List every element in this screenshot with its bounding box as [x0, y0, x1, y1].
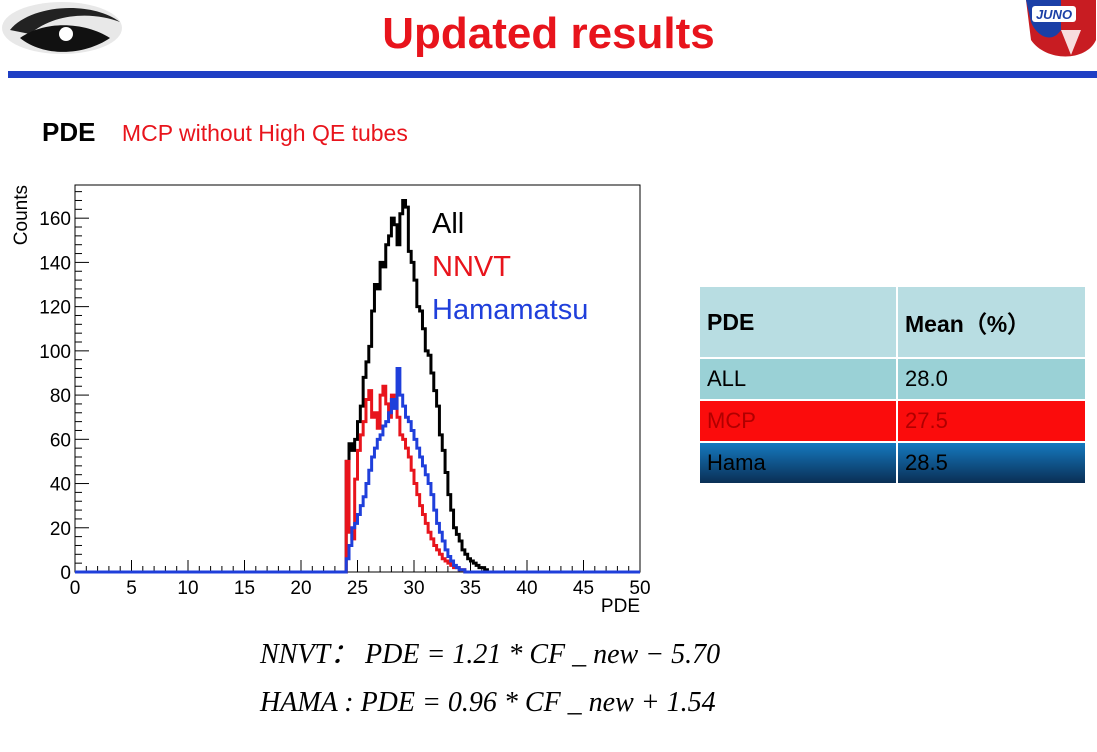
- x-tick-label: 50: [629, 578, 650, 599]
- x-tick-label: 30: [403, 578, 424, 599]
- y-tick-label: 100: [39, 342, 71, 363]
- table-cell-value: 28.5: [897, 441, 1085, 483]
- svg-text:JUNO: JUNO: [1036, 7, 1072, 22]
- legend-entry: All: [432, 208, 464, 240]
- table-header-cell: PDE: [700, 287, 898, 358]
- formula-hama: HAMA : PDE = 0.96 * CF _ new + 1.54: [260, 687, 716, 718]
- table-header-cell: Mean（%）: [897, 287, 1085, 358]
- x-tick-label: 20: [290, 578, 311, 599]
- juno-logo: JUNO: [1026, 0, 1096, 57]
- legend-entry: NNVT: [432, 251, 511, 283]
- pde-histogram: 0 5 10 15 20 25 30 35 40 45 50 0 20 40 60 80 100 120 140 16…: [11, 184, 651, 617]
- series-line-nnvt: [75, 384, 640, 574]
- y-tick-label: 80: [50, 386, 71, 407]
- y-tick-label: 60: [50, 430, 71, 451]
- x-tick-label: 40: [516, 578, 537, 599]
- series-line-hamamatsu: [75, 367, 640, 574]
- x-tick-label: 5: [126, 578, 137, 599]
- table-cell-value: 27.5: [897, 399, 1085, 442]
- table-cell-value: 28.0: [897, 357, 1085, 400]
- section-subtitle: MCP without High QE tubes: [121, 120, 408, 146]
- table-row: ALL 28.0: [700, 357, 1085, 400]
- x-tick-label: 0: [70, 578, 81, 599]
- formula-nnvt: NNVT： PDE = 1.21 * CF _ new − 5.70: [260, 639, 721, 670]
- table-row: MCP 27.5: [700, 399, 1085, 442]
- slide-title: Updated results: [382, 9, 715, 58]
- y-tick-label: 120: [39, 298, 71, 319]
- title-divider: [8, 71, 1097, 78]
- table-cell-label: MCP: [700, 399, 898, 442]
- y-tick-label: 0: [60, 563, 71, 584]
- series-line-all: [75, 198, 640, 574]
- y-axis-label: Counts: [11, 185, 32, 245]
- section-heading: PDE MCP without High QE tubes: [42, 115, 408, 154]
- table-cell-label: ALL: [700, 357, 898, 400]
- legend-entry: Hamamatsu: [432, 294, 588, 326]
- x-tick-label: 25: [347, 578, 368, 599]
- x-tick-label: 10: [177, 578, 198, 599]
- x-axis-label: PDE: [601, 596, 640, 617]
- y-tick-label: 140: [39, 253, 71, 274]
- y-tick-label: 40: [50, 475, 71, 496]
- institute-logo: [2, 2, 122, 54]
- section-label: PDE: [42, 117, 96, 147]
- table-row: Hama 28.5: [700, 441, 1085, 483]
- table-cell-label: Hama: [700, 441, 898, 483]
- x-tick-label: 35: [460, 578, 481, 599]
- y-tick-label: 160: [39, 209, 71, 230]
- x-tick-label: 45: [573, 578, 594, 599]
- table-header-row: PDE Mean（%）: [700, 287, 1085, 358]
- x-tick-label: 15: [234, 578, 255, 599]
- pde-mean-table: PDE Mean（%） ALL 28.0 MCP 27.5 Hama 28.5: [700, 287, 1085, 483]
- y-tick-label: 20: [50, 519, 71, 540]
